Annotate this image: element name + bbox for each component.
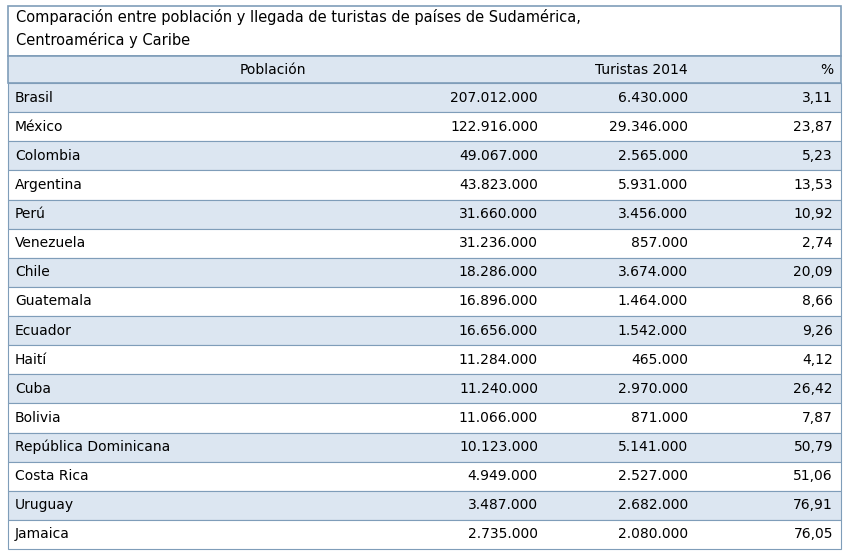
- Text: 2.080.000: 2.080.000: [618, 527, 688, 542]
- Bar: [8, 170, 841, 199]
- Text: 122.916.000: 122.916.000: [450, 120, 538, 134]
- Bar: [8, 345, 841, 374]
- Text: 13,53: 13,53: [794, 178, 833, 192]
- Text: 8,66: 8,66: [802, 295, 833, 309]
- Text: 2.735.000: 2.735.000: [468, 527, 538, 542]
- Text: 2.527.000: 2.527.000: [618, 469, 688, 483]
- Bar: [8, 520, 841, 549]
- Text: República Dominicana: República Dominicana: [15, 440, 171, 455]
- Text: 3,11: 3,11: [802, 90, 833, 104]
- Text: 3.456.000: 3.456.000: [618, 207, 688, 221]
- Text: Guatemala: Guatemala: [15, 295, 92, 309]
- Text: 16.896.000: 16.896.000: [458, 295, 538, 309]
- Text: 11.066.000: 11.066.000: [458, 411, 538, 425]
- Text: Haití: Haití: [15, 352, 48, 367]
- Text: Chile: Chile: [15, 265, 50, 279]
- Text: 31.660.000: 31.660.000: [458, 207, 538, 221]
- Text: 49.067.000: 49.067.000: [459, 149, 538, 163]
- Text: 2,74: 2,74: [802, 236, 833, 250]
- Bar: [8, 432, 841, 462]
- Text: 10,92: 10,92: [793, 207, 833, 221]
- Text: 2.970.000: 2.970.000: [618, 382, 688, 396]
- Bar: [8, 258, 841, 287]
- Text: Ecuador: Ecuador: [15, 324, 72, 337]
- Text: 465.000: 465.000: [631, 352, 688, 367]
- Text: 207.012.000: 207.012.000: [450, 90, 538, 104]
- Text: 4,12: 4,12: [802, 352, 833, 367]
- Bar: [8, 374, 841, 403]
- Text: México: México: [15, 120, 64, 134]
- Text: Perú: Perú: [15, 207, 46, 221]
- Text: 26,42: 26,42: [794, 382, 833, 396]
- Bar: [8, 462, 841, 491]
- Text: 76,91: 76,91: [793, 498, 833, 512]
- Bar: [8, 287, 841, 316]
- Text: 7,87: 7,87: [802, 411, 833, 425]
- Text: Costa Rica: Costa Rica: [15, 469, 88, 483]
- Text: 11.284.000: 11.284.000: [458, 352, 538, 367]
- Bar: [8, 403, 841, 432]
- Text: Población: Población: [239, 63, 306, 77]
- Text: 857.000: 857.000: [631, 236, 688, 250]
- Text: Turistas 2014: Turistas 2014: [595, 63, 688, 77]
- Text: 23,87: 23,87: [794, 120, 833, 134]
- Text: 1.542.000: 1.542.000: [618, 324, 688, 337]
- Text: 10.123.000: 10.123.000: [459, 440, 538, 454]
- Bar: [8, 6, 841, 56]
- Text: 2.682.000: 2.682.000: [618, 498, 688, 512]
- Bar: [8, 112, 841, 142]
- Bar: [8, 56, 841, 83]
- Bar: [8, 142, 841, 170]
- Text: 29.346.000: 29.346.000: [609, 120, 688, 134]
- Text: Bolivia: Bolivia: [15, 411, 62, 425]
- Text: 51,06: 51,06: [793, 469, 833, 483]
- Text: Argentina: Argentina: [15, 178, 83, 192]
- Text: Comparación entre población y llegada de turistas de países de Sudamérica,
Centr: Comparación entre población y llegada de…: [16, 9, 581, 48]
- Text: %: %: [820, 63, 833, 77]
- Text: Brasil: Brasil: [15, 90, 53, 104]
- Bar: [8, 316, 841, 345]
- Text: 5,23: 5,23: [802, 149, 833, 163]
- Text: Uruguay: Uruguay: [15, 498, 74, 512]
- Text: Jamaica: Jamaica: [15, 527, 70, 542]
- Bar: [8, 491, 841, 520]
- Text: 31.236.000: 31.236.000: [459, 236, 538, 250]
- Text: Venezuela: Venezuela: [15, 236, 87, 250]
- Text: 2.565.000: 2.565.000: [618, 149, 688, 163]
- Text: 16.656.000: 16.656.000: [458, 324, 538, 337]
- Text: 50,79: 50,79: [794, 440, 833, 454]
- Text: Colombia: Colombia: [15, 149, 81, 163]
- Text: 20,09: 20,09: [794, 265, 833, 279]
- Text: 5.931.000: 5.931.000: [618, 178, 688, 192]
- Text: 1.464.000: 1.464.000: [618, 295, 688, 309]
- Text: 6.430.000: 6.430.000: [618, 90, 688, 104]
- Text: 11.240.000: 11.240.000: [459, 382, 538, 396]
- Text: 76,05: 76,05: [794, 527, 833, 542]
- Bar: [8, 83, 841, 112]
- Bar: [8, 229, 841, 258]
- Bar: [8, 199, 841, 229]
- Text: 3.487.000: 3.487.000: [468, 498, 538, 512]
- Text: 43.823.000: 43.823.000: [459, 178, 538, 192]
- Text: 9,26: 9,26: [802, 324, 833, 337]
- Text: Cuba: Cuba: [15, 382, 51, 396]
- Text: 3.674.000: 3.674.000: [618, 265, 688, 279]
- Text: 5.141.000: 5.141.000: [618, 440, 688, 454]
- Text: 4.949.000: 4.949.000: [468, 469, 538, 483]
- Text: 18.286.000: 18.286.000: [458, 265, 538, 279]
- Text: 871.000: 871.000: [631, 411, 688, 425]
